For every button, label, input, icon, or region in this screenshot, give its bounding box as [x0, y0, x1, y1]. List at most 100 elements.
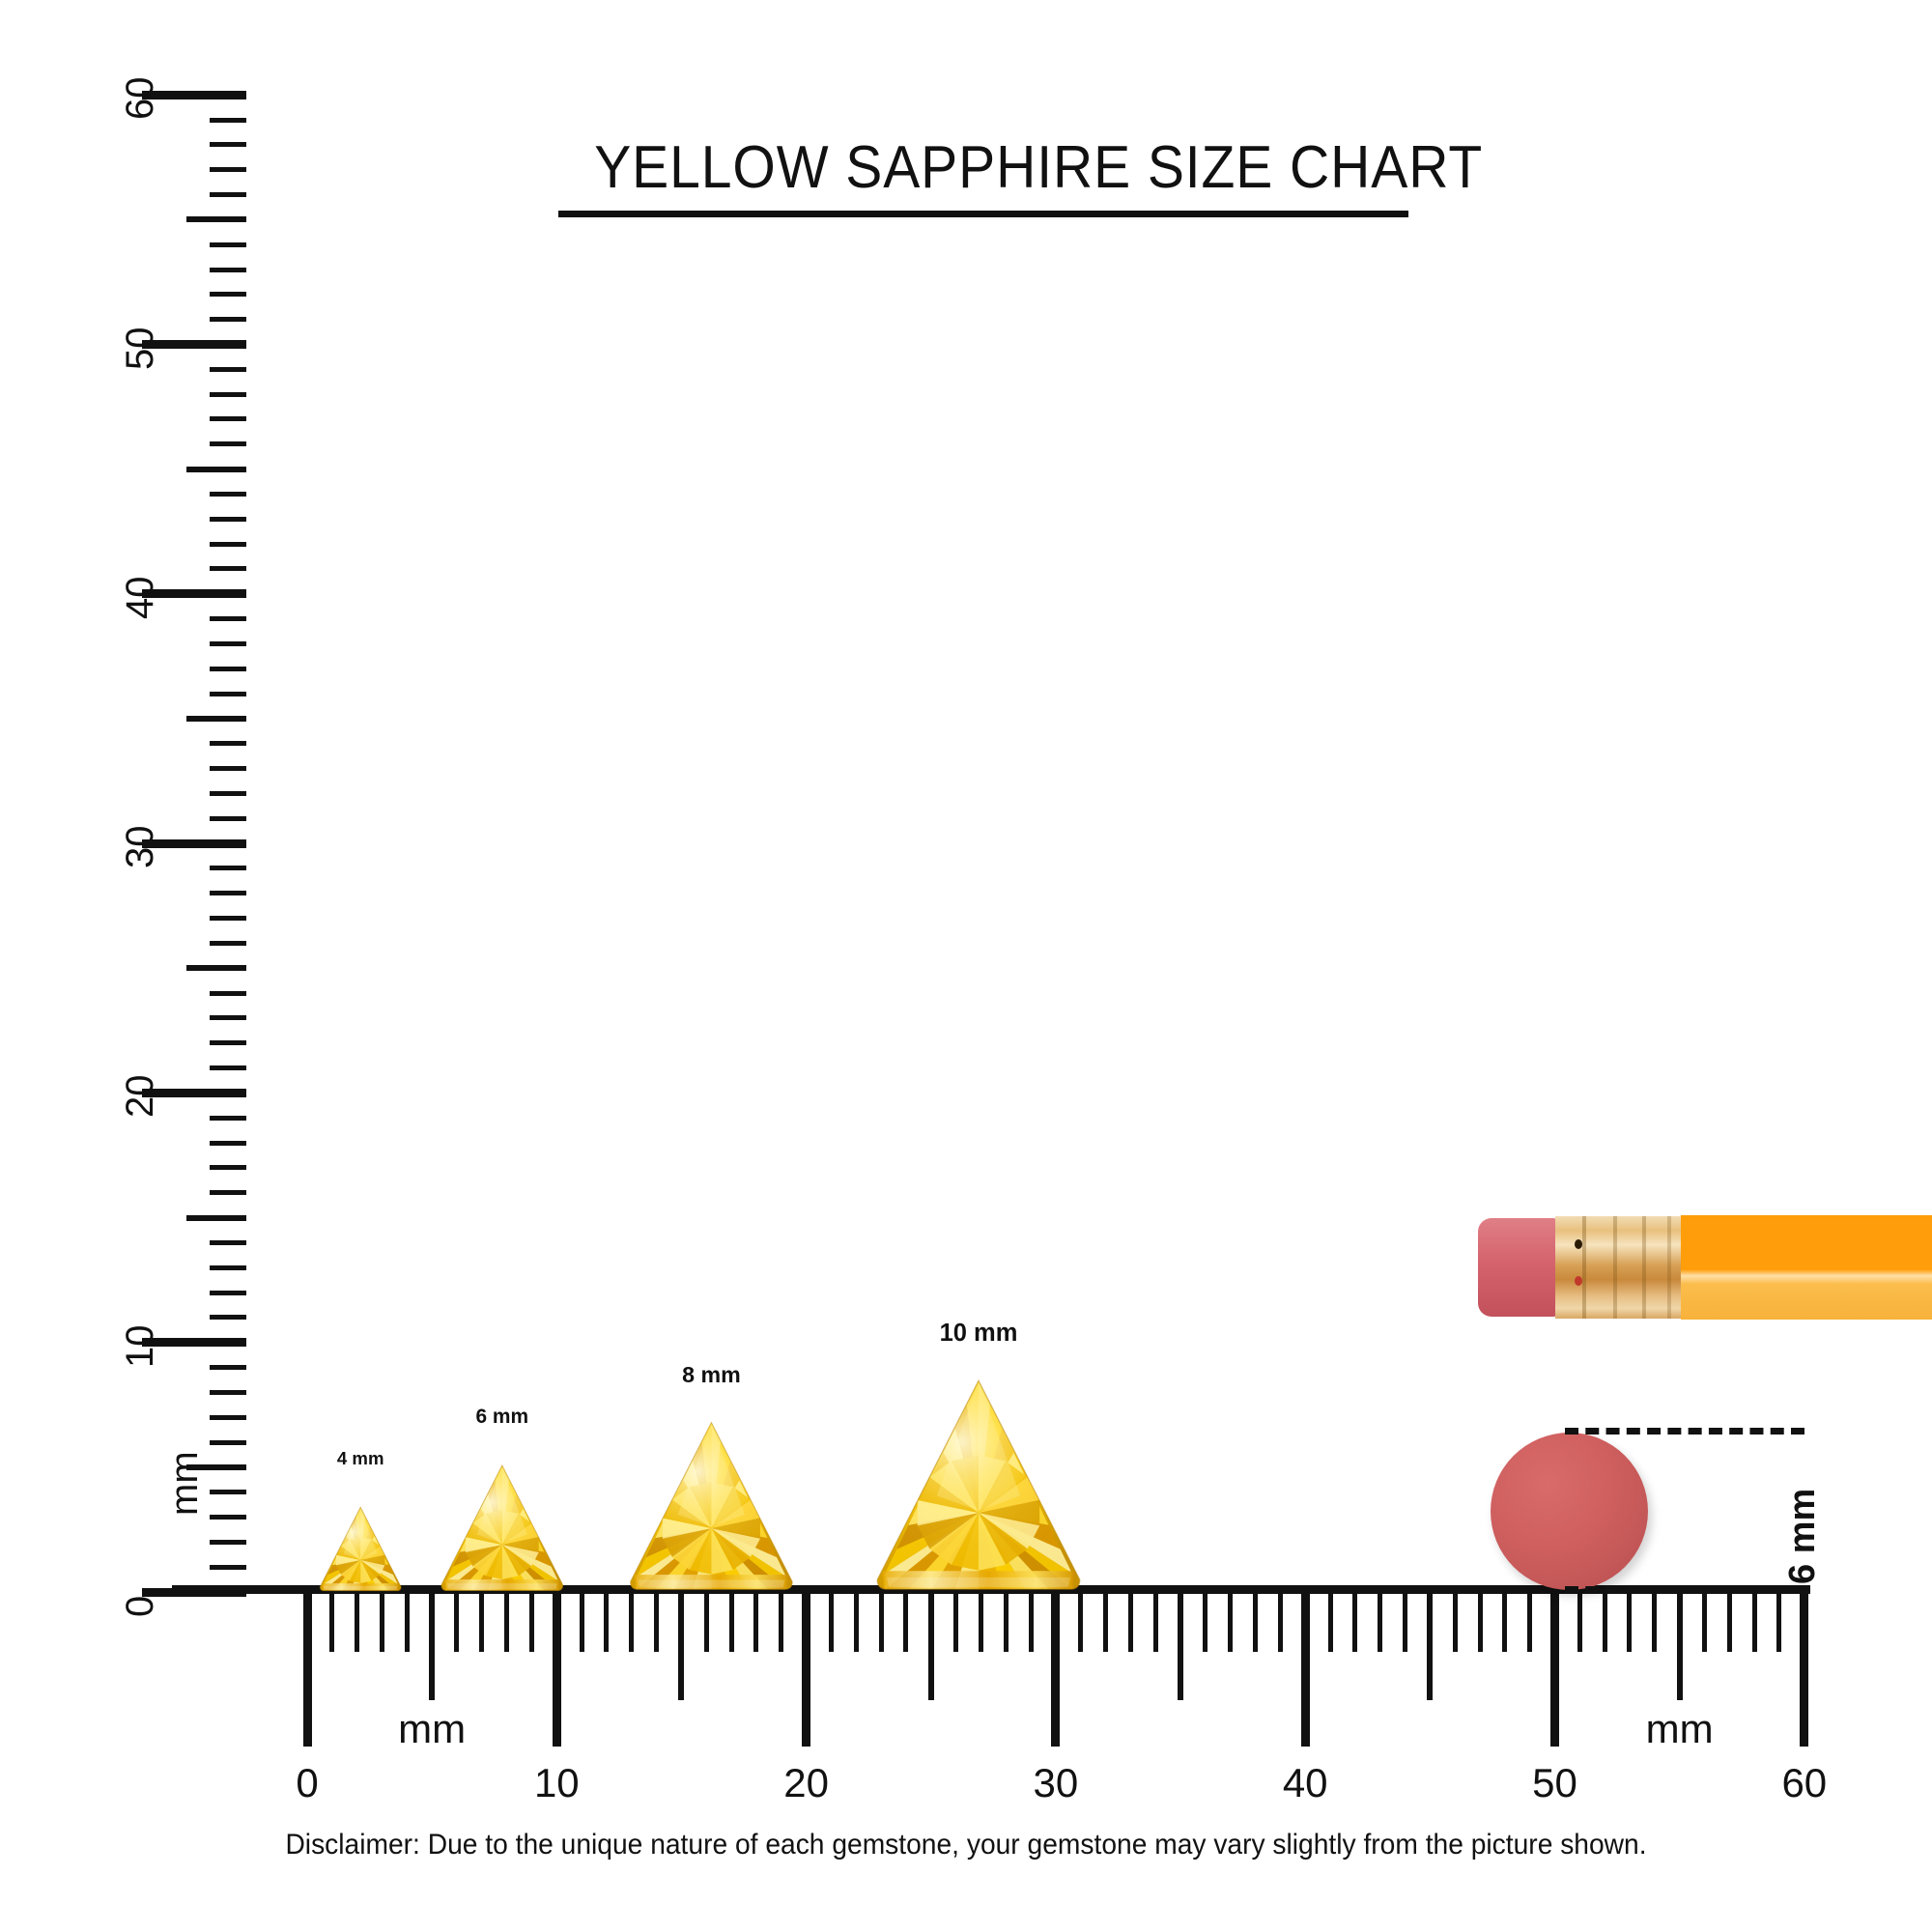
vertical-tick-minor [210, 1365, 246, 1371]
gemstone-trillion-cut [440, 1463, 565, 1592]
horizontal-ruler-label: 60 [1781, 1760, 1828, 1805]
vertical-tick-mid [186, 1463, 246, 1470]
horizontal-tick-minor [903, 1592, 909, 1652]
pencil-ferrule-crimp-dot [1575, 1239, 1582, 1249]
vertical-tick-minor [210, 1040, 246, 1046]
horizontal-tick-minor [1577, 1592, 1582, 1652]
vertical-ruler-label: 0 [119, 1595, 161, 1617]
vertical-tick-minor [210, 1490, 246, 1495]
horizontal-tick-minor [504, 1592, 510, 1652]
gemstone-item: 6 mm [440, 1406, 565, 1592]
horizontal-tick-minor [379, 1592, 384, 1652]
horizontal-tick-minor [1452, 1592, 1458, 1652]
horizontal-tick-minor [1602, 1592, 1607, 1652]
vertical-tick-minor [210, 142, 246, 148]
horizontal-tick-minor [1378, 1592, 1383, 1652]
vertical-tick-minor [210, 616, 246, 622]
vertical-tick-major [142, 1587, 246, 1597]
horizontal-tick-minor [1327, 1592, 1333, 1652]
horizontal-tick-minor [629, 1592, 635, 1652]
horizontal-tick-minor [479, 1592, 485, 1652]
horizontal-tick-minor [703, 1592, 709, 1652]
vertical-tick-mid [186, 715, 246, 722]
pencil-ferrule-ridge-4 [1667, 1216, 1671, 1319]
horizontal-ruler-label: 50 [1532, 1760, 1577, 1805]
horizontal-tick-minor [1103, 1592, 1109, 1652]
pencil-ferrule-crimp-dot-2 [1575, 1276, 1582, 1286]
horizontal-tick-minor [1003, 1592, 1009, 1652]
horizontal-tick-minor [1776, 1592, 1782, 1652]
horizontal-tick-minor [828, 1592, 834, 1652]
vertical-tick-major [142, 838, 246, 848]
pencil-ferrule [1555, 1216, 1683, 1319]
vertical-tick-minor [210, 441, 246, 447]
vertical-tick-minor [210, 1264, 246, 1270]
vertical-tick-minor [210, 366, 246, 372]
horizontal-tick-minor [779, 1592, 784, 1652]
horizontal-tick-minor [1127, 1592, 1133, 1652]
vertical-tick-minor [210, 766, 246, 772]
vertical-tick-minor [210, 317, 246, 323]
horizontal-tick-major [302, 1592, 312, 1747]
vertical-tick-mid [186, 1214, 246, 1221]
vertical-tick-minor [210, 516, 246, 522]
vertical-tick-minor [210, 1165, 246, 1171]
page-title: YELLOW SAPPHIRE SIZE CHART [594, 134, 1484, 201]
gemstone-svg [319, 1506, 402, 1592]
vertical-tick-minor [210, 566, 246, 572]
vertical-ruler-label: 50 [119, 327, 161, 370]
title-underline [558, 211, 1408, 217]
horizontal-tick-minor [1751, 1592, 1757, 1652]
horizontal-tick-minor [1277, 1592, 1283, 1652]
gemstone-size-label: 8 mm [682, 1362, 741, 1388]
horizontal-tick-mid [678, 1592, 685, 1700]
horizontal-tick-minor [579, 1592, 584, 1652]
horizontal-tick-minor [1701, 1592, 1707, 1652]
vertical-tick-mid [186, 216, 246, 223]
pencil-ferrule-ridge-1 [1582, 1216, 1586, 1319]
horizontal-tick-mid [1427, 1592, 1434, 1700]
gemstone-size-label: 10 mm [939, 1319, 1018, 1347]
horizontal-tick-minor [329, 1592, 335, 1652]
vertical-tick-major [142, 90, 246, 99]
horizontal-tick-mid [429, 1592, 436, 1700]
vertical-tick-minor [210, 1564, 246, 1570]
horizontal-tick-minor [654, 1592, 660, 1652]
horizontal-tick-mid [927, 1592, 934, 1700]
gemstone-trillion-cut [874, 1378, 1083, 1592]
gemstone-item: 4 mm [319, 1448, 402, 1592]
vertical-tick-minor [210, 1015, 246, 1021]
vertical-tick-minor [210, 491, 246, 497]
horizontal-tick-minor [978, 1592, 983, 1652]
vertical-tick-minor [210, 940, 246, 946]
vertical-tick-minor [210, 1414, 246, 1420]
horizontal-ruler-baseline [301, 1585, 1810, 1594]
horizontal-tick-major [1800, 1592, 1809, 1747]
horizontal-tick-minor [1152, 1592, 1158, 1652]
horizontal-ruler-label: 20 [783, 1760, 829, 1805]
vertical-tick-minor [210, 640, 246, 646]
vertical-tick-minor [210, 267, 246, 272]
horizontal-ruler-unit-label-left: mm [398, 1706, 467, 1751]
pencil-eraser-tip [1478, 1218, 1557, 1317]
eraser-dimension-label: 6 mm [1782, 1488, 1823, 1584]
vertical-ruler-label: 30 [119, 825, 161, 869]
horizontal-tick-minor [1502, 1592, 1508, 1652]
pencil-ferrule-ridge-3 [1642, 1216, 1646, 1319]
vertical-tick-major [142, 1088, 246, 1097]
horizontal-tick-major [802, 1592, 811, 1747]
vertical-tick-minor [210, 1290, 246, 1295]
gemstone-item: 8 mm [628, 1362, 795, 1592]
horizontal-tick-minor [1652, 1592, 1658, 1652]
horizontal-tick-major [1051, 1592, 1061, 1747]
horizontal-tick-minor [853, 1592, 859, 1652]
horizontal-tick-minor [953, 1592, 959, 1652]
vertical-tick-minor [210, 416, 246, 422]
vertical-tick-minor [210, 1439, 246, 1445]
vertical-tick-minor [210, 117, 246, 123]
horizontal-tick-minor [728, 1592, 734, 1652]
vertical-ruler-unit-label: mm [163, 1451, 206, 1516]
dimension-line-bottom [1565, 1586, 1804, 1593]
vertical-tick-minor [210, 541, 246, 547]
